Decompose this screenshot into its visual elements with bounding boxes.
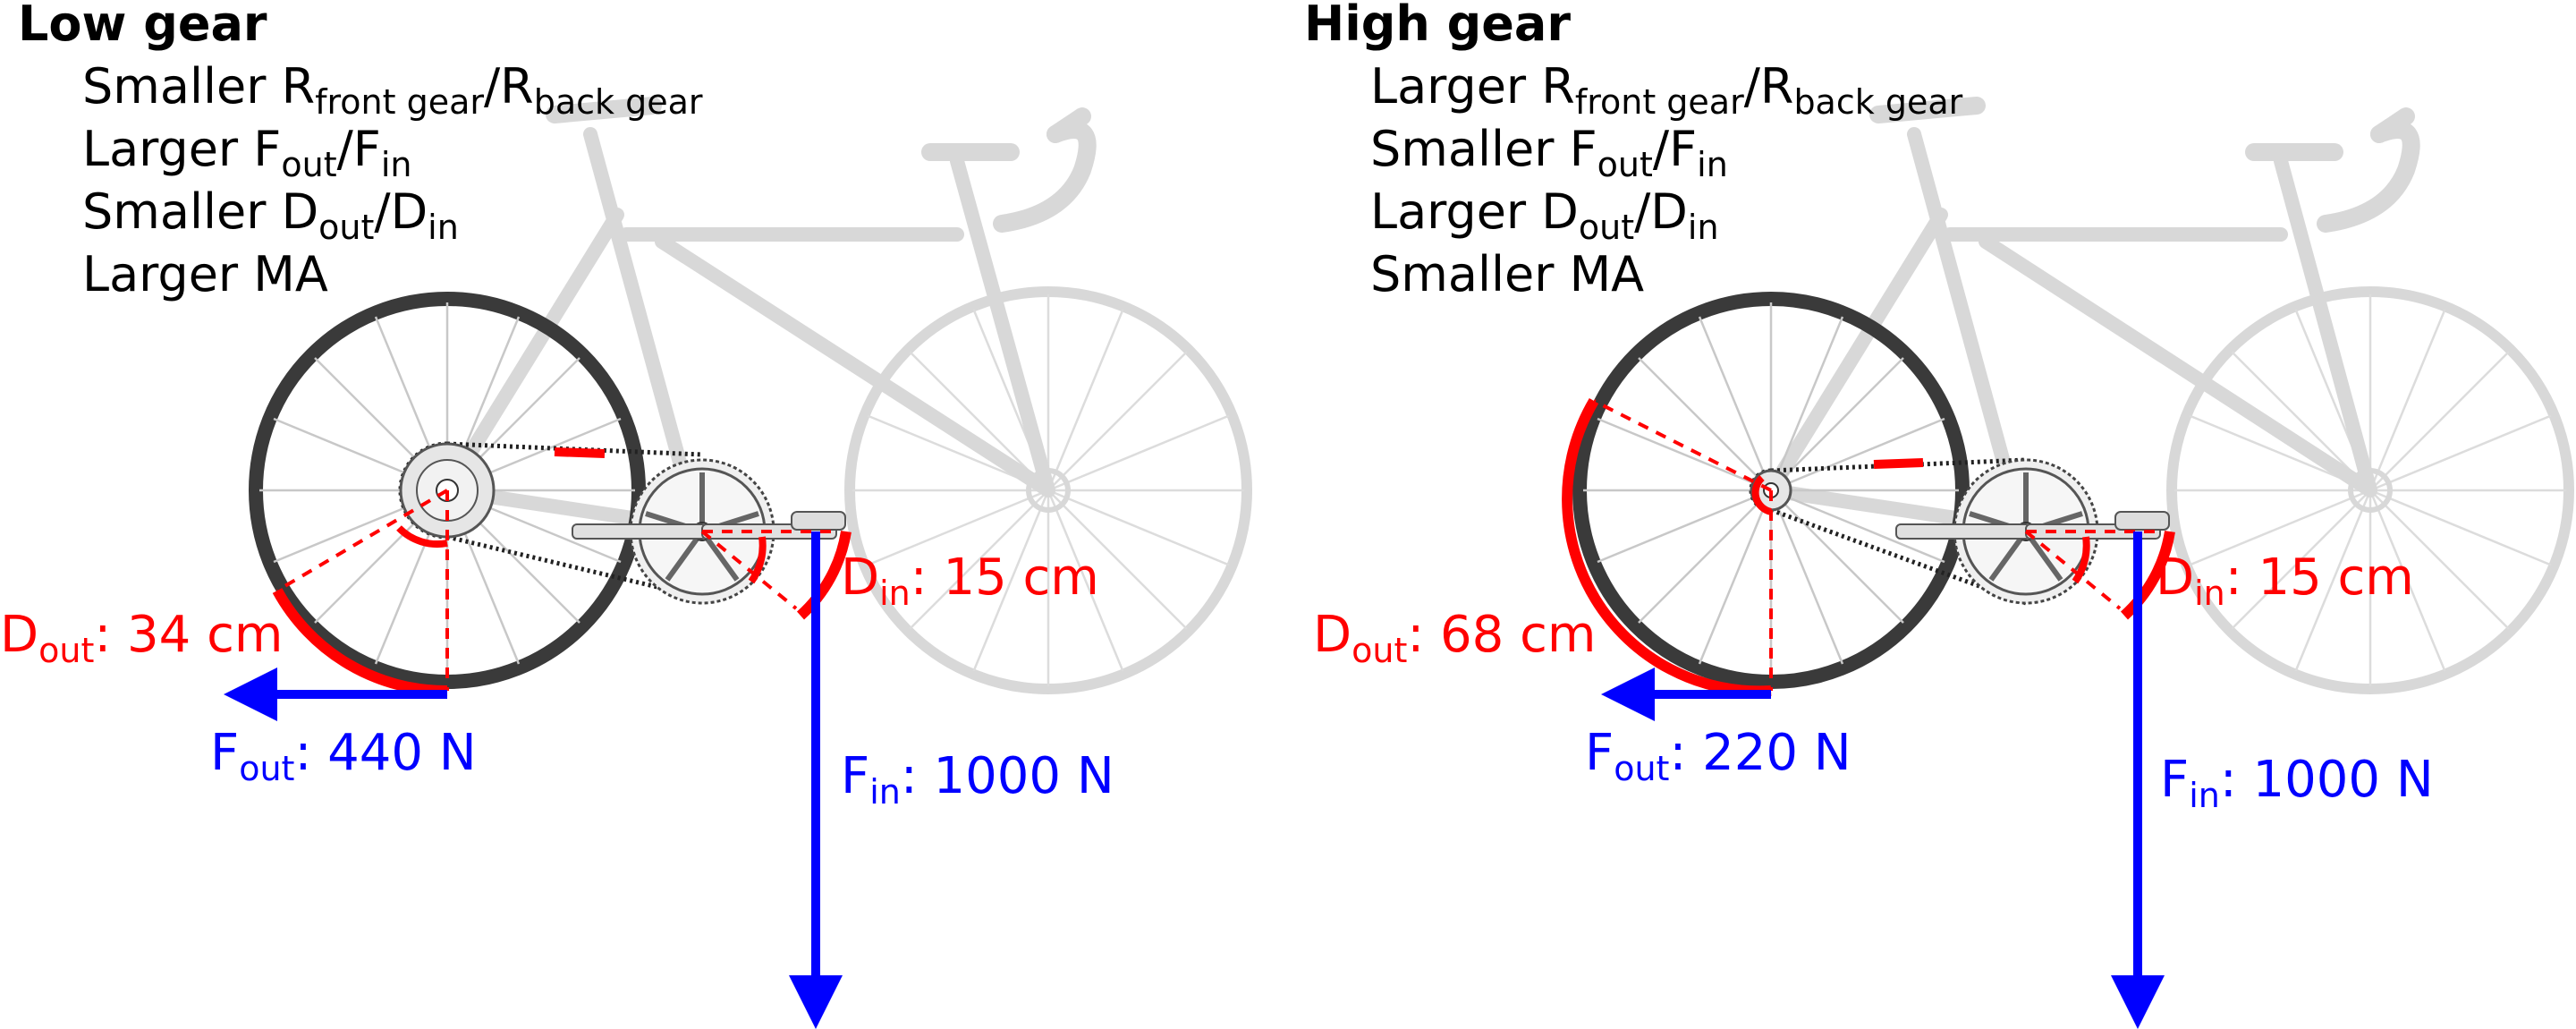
property-gear-ratio: Smaller Rfront gear/Rback gear	[82, 58, 703, 122]
f-in-label: Fin: 1000 N	[841, 747, 1114, 812]
panel-title: High gear	[1304, 0, 1571, 52]
dimension-marks	[272, 447, 852, 697]
property-mechanical-advantage: Larger MA	[82, 246, 328, 302]
rear-wheel	[249, 292, 646, 689]
property-mechanical-advantage: Smaller MA	[1370, 246, 1645, 302]
low-gear-bicycle-diagram	[224, 97, 1252, 1029]
d-out-label: Dout: 34 cm	[0, 606, 284, 671]
force-arrows	[1601, 532, 2165, 1029]
d-out-label: Dout: 68 cm	[1313, 606, 1597, 671]
chainring-crank	[572, 458, 846, 605]
property-distance-ratio: Smaller Dout/Din	[82, 183, 459, 247]
f-in-label: Fin: 1000 N	[2160, 751, 2434, 816]
low-gear-panel: Low gear Smaller Rfront gear/Rback gear …	[0, 0, 1252, 1029]
property-list: Larger Rfront gear/Rback gear Smaller Fo…	[1370, 55, 1962, 306]
property-force-ratio: Smaller Fout/Fin	[1370, 121, 1728, 184]
high-gear-bicycle-diagram	[1562, 97, 2574, 1029]
force-arrows	[224, 532, 843, 1029]
d-in-label: Din: 15 cm	[841, 549, 1099, 614]
high-gear-panel: High gear Larger Rfront gear/Rback gear …	[1288, 0, 2576, 1029]
f-out-label: Fout: 440 N	[210, 724, 477, 789]
rear-wheel	[1572, 292, 1970, 689]
property-force-ratio: Larger Fout/Fin	[82, 121, 412, 184]
property-list: Smaller Rfront gear/Rback gear Larger Fo…	[82, 55, 703, 306]
panel-title: Low gear	[18, 0, 267, 52]
property-gear-ratio: Larger Rfront gear/Rback gear	[1370, 58, 1963, 122]
d-in-label: Din: 15 cm	[2156, 549, 2414, 614]
f-out-label: Fout: 220 N	[1585, 724, 1852, 789]
property-distance-ratio: Larger Dout/Din	[1370, 183, 1719, 247]
